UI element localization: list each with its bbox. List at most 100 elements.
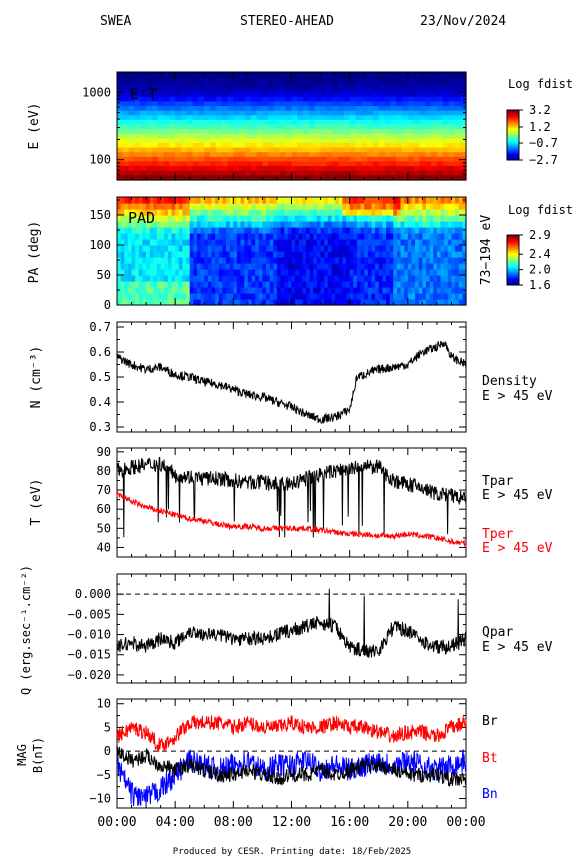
pad-cell (218, 203, 224, 210)
pad-cell (240, 275, 245, 282)
pad-cell (458, 233, 463, 240)
spectrogram-cell (169, 165, 176, 171)
pad-cell (320, 287, 325, 294)
spectrogram-cell (396, 82, 403, 88)
pad-cell (153, 299, 158, 306)
pad-cell (422, 269, 427, 276)
pad-cell (371, 293, 376, 300)
pad-cell (258, 215, 264, 222)
spectrogram-cell (244, 146, 252, 153)
spectrogram-cell (128, 100, 136, 107)
spectrogram-cell (198, 160, 205, 167)
spectrogram-cell (128, 119, 136, 125)
pad-cell (160, 239, 165, 246)
spectrogram-cell (169, 82, 176, 88)
pad-cell (411, 221, 416, 228)
spectrogram-cell (314, 123, 322, 130)
pad-cell (269, 209, 274, 216)
pad-cell (258, 227, 264, 234)
spectrogram-cell (332, 142, 339, 148)
spectrogram-cell (431, 128, 438, 134)
pad-cell (207, 245, 213, 252)
pad-cell (280, 197, 285, 204)
spectrogram-cell (332, 123, 339, 130)
spectrogram-cell (431, 110, 438, 116)
pad-cell (335, 233, 340, 240)
spectrogram-cell (396, 160, 403, 167)
pad-cell (316, 281, 322, 288)
spectrogram-cell (163, 123, 170, 130)
pad-cell (440, 239, 445, 246)
spectrogram-cell (279, 105, 287, 111)
spectrogram-cell (355, 91, 362, 97)
spectrogram-cell (308, 72, 316, 79)
pad-cell (269, 215, 274, 222)
pad-cell (164, 209, 169, 216)
pad-cell (284, 221, 289, 228)
pad-cell (356, 299, 362, 306)
pad-cell (400, 281, 405, 288)
pad-cell (171, 221, 176, 228)
spectrogram-cell (244, 160, 252, 167)
spectrogram-cell (349, 77, 357, 83)
spectrogram-cell (210, 160, 217, 167)
spectrogram-cell (140, 86, 147, 93)
pad-cell (266, 287, 271, 294)
pad-cell (240, 269, 245, 276)
spectrogram-cell (390, 142, 397, 148)
spectrogram-cell (448, 160, 455, 167)
spectrogram-cell (303, 119, 310, 125)
pad-cell (320, 197, 325, 204)
pad-cell (371, 221, 376, 228)
spectrogram-cell (303, 142, 310, 148)
pad-cell (189, 221, 194, 228)
pad-cell (284, 287, 289, 294)
pad-cell (407, 293, 413, 300)
spectrogram-cell (175, 114, 182, 120)
spectrogram-cell (454, 91, 461, 97)
spectrogram-cell (425, 91, 432, 97)
spectrogram-cell (186, 77, 194, 83)
pad-cell (240, 281, 245, 288)
pad-cell (324, 227, 329, 234)
pad-cell (266, 257, 271, 264)
pad-cell (266, 281, 271, 288)
spectrogram-cell (227, 114, 234, 120)
pad-cell (367, 209, 373, 216)
spectrogram-cell (297, 128, 304, 134)
spectrogram-cell (180, 151, 188, 157)
pad-cell (186, 251, 191, 258)
spectrogram-cell (117, 119, 124, 125)
pad-cell (120, 215, 125, 222)
pad-cell (436, 287, 442, 294)
tpar-series (116, 456, 467, 538)
pad-cell (189, 281, 194, 288)
pad-cell (222, 269, 227, 276)
pad-cell (131, 233, 136, 240)
pad-cell (276, 245, 282, 252)
pad-cell (429, 209, 434, 216)
pad-cell (415, 275, 420, 282)
spectrogram-cell (221, 96, 229, 102)
spectrogram-cell (151, 114, 159, 120)
pad-cell (356, 233, 362, 240)
pad-cell (415, 221, 420, 228)
pad-cell (127, 275, 133, 282)
spectrogram-cell (390, 160, 397, 167)
pad-cell (229, 227, 234, 234)
pad-cell (295, 281, 300, 288)
spectrogram-cell (349, 100, 357, 107)
pad-cell (313, 299, 318, 306)
pad-cell (189, 251, 194, 258)
spectrogram-cell (454, 137, 461, 143)
spectrogram-cell (454, 100, 461, 107)
pad-cell (382, 233, 387, 240)
pad-cell (164, 269, 169, 276)
pad-cell (262, 203, 267, 210)
spectrogram-cell (448, 114, 455, 120)
pad-cell (280, 281, 285, 288)
pad-cell (375, 269, 380, 276)
pad-cell (338, 233, 343, 240)
spectrogram-cell (460, 82, 467, 88)
pad-cell (324, 269, 329, 276)
